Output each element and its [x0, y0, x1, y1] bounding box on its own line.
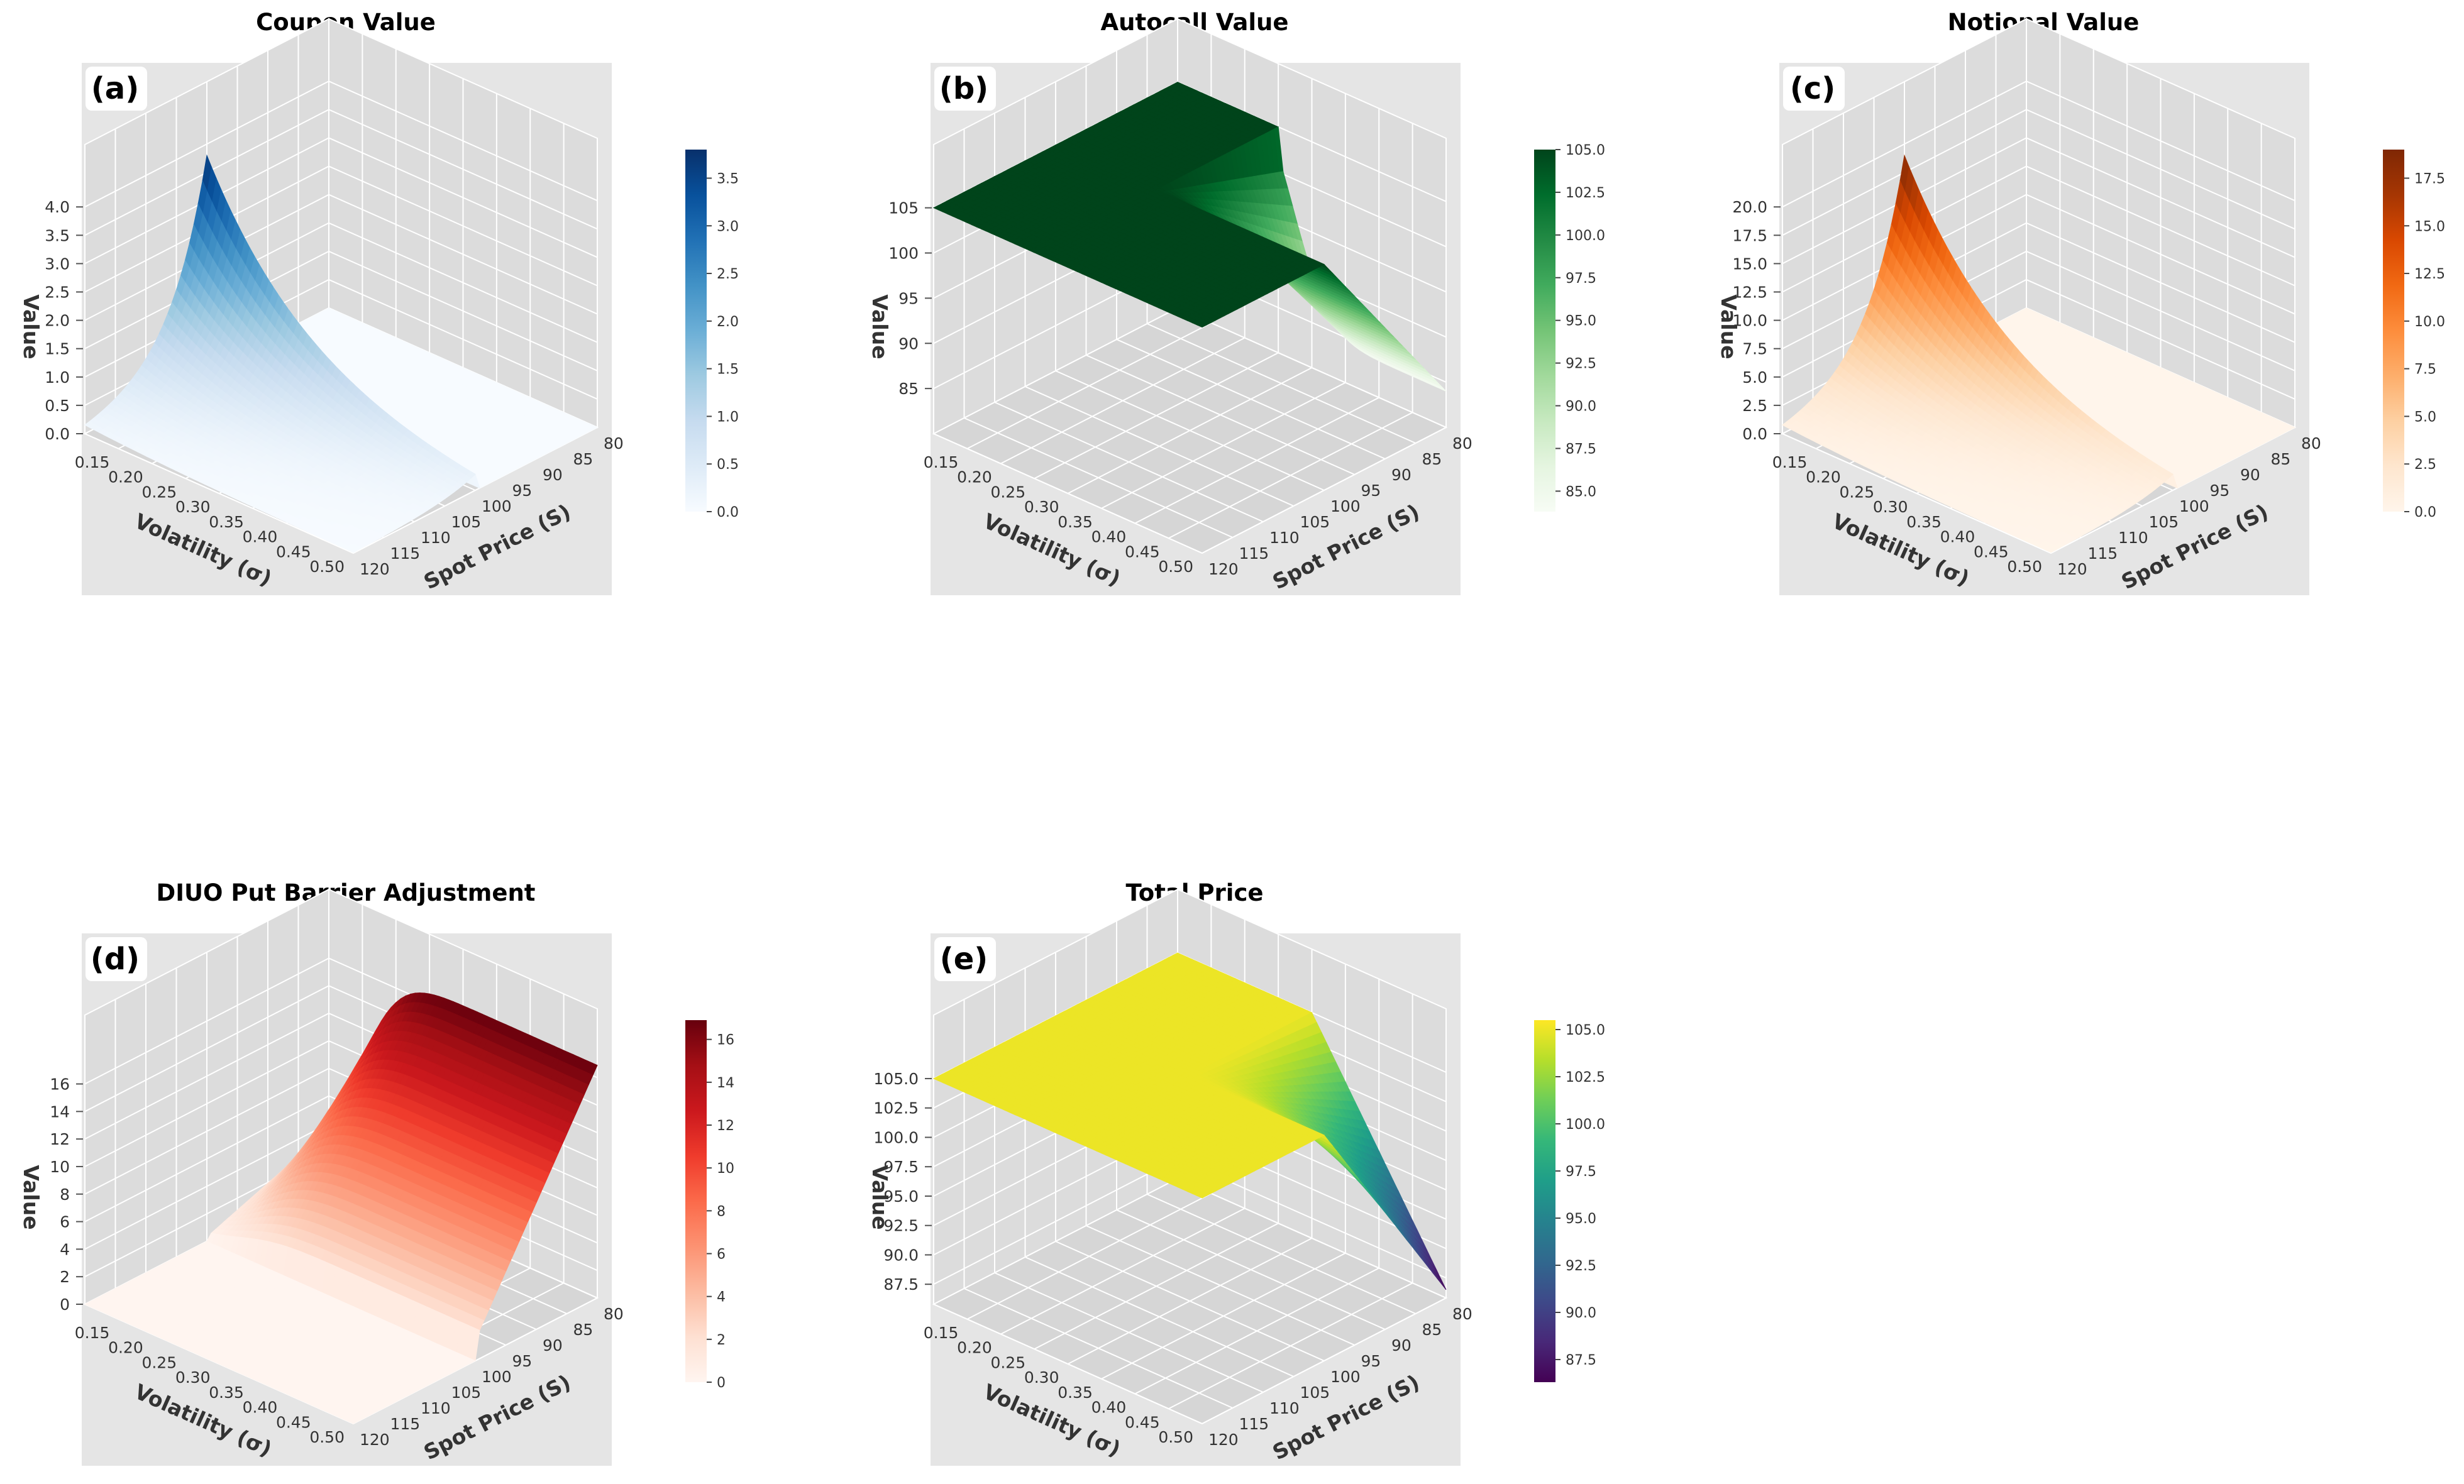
subplot-1: Coupon Value(a)808590951001051101151200.… — [19, 9, 739, 595]
x-tick-label: 95 — [512, 481, 533, 500]
z-tick-label: 0.5 — [45, 397, 70, 415]
colorbar-tick-label: 3.5 — [717, 171, 739, 187]
y-tick-label: 0.35 — [209, 513, 244, 531]
grid-line — [84, 222, 598, 349]
colorbar-tick-label: 1.5 — [717, 362, 739, 378]
colorbar-tick-label: 0.0 — [717, 505, 739, 520]
subplot-2: Autocall Value(b)80859095100105110115120… — [868, 9, 1605, 595]
panel-label: (a) — [91, 71, 139, 106]
y-tick-label: 0.30 — [175, 498, 211, 516]
x-tick-label: 90 — [543, 466, 563, 484]
colorbar-tick-label: 0.5 — [717, 457, 739, 473]
z-tick-label: 1.5 — [45, 340, 70, 358]
colorbar — [685, 150, 707, 512]
panel-label: (b) — [939, 71, 988, 106]
x-tick-label: 115 — [390, 544, 421, 563]
colorbar-tick-label: 3.0 — [717, 219, 739, 234]
z-tick-label: 2.0 — [45, 312, 70, 330]
grid-line — [84, 109, 598, 236]
z-tick-label: 2.5 — [45, 283, 70, 302]
panel-label-box — [86, 67, 147, 111]
x-tick-label: 85 — [573, 450, 594, 468]
z-tick-label: 0.0 — [45, 425, 70, 443]
y-tick-label: 0.45 — [276, 542, 311, 561]
colorbar-tick-label: 1.0 — [717, 409, 739, 425]
grid-line — [84, 194, 598, 321]
colorbar-tick-label: 2.5 — [717, 267, 739, 282]
y-tick-label: 0.20 — [108, 468, 143, 486]
z-tick-label: 4.0 — [45, 198, 70, 216]
grid-line — [84, 137, 598, 265]
y-tick-label: 0.25 — [141, 483, 177, 501]
z-axis-label: Value — [19, 294, 43, 359]
x-tick-label: 120 — [360, 560, 390, 578]
y-tick-label: 0.40 — [243, 528, 278, 546]
y-tick-label: 0.50 — [309, 558, 345, 576]
y-tick-label: 0.15 — [75, 453, 110, 471]
x-tick-label: 110 — [421, 529, 451, 547]
surface — [84, 154, 599, 553]
z-tick-label: 1.0 — [45, 368, 70, 387]
x-tick-label: 105 — [451, 513, 482, 531]
x-tick-label: 80 — [604, 434, 624, 453]
x-tick-label: 100 — [482, 497, 512, 515]
colorbar-tick-label: 2.0 — [717, 314, 739, 330]
z-tick-label: 3.0 — [45, 255, 70, 273]
z-tick-label: 3.5 — [45, 226, 70, 245]
grid-line — [84, 80, 598, 208]
grid-line — [84, 165, 598, 293]
